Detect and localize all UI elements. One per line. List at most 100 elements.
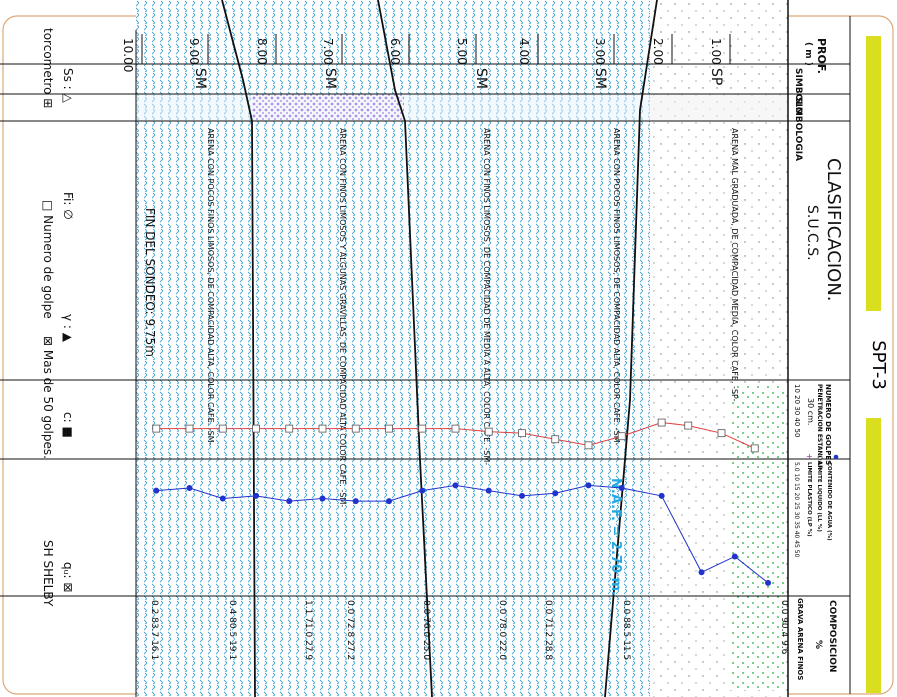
data-point <box>518 429 526 438</box>
data-point <box>552 490 559 497</box>
column-dividers <box>0 0 851 697</box>
depth-label: 2.00 <box>651 38 665 65</box>
header-golpes-ticks: 10 20 30 40 50 <box>793 384 801 437</box>
header-humedad-3: LIMITE PLASTICO (LP %) <box>806 462 812 537</box>
legend-qu: qᵤ: ⊠ <box>61 562 75 592</box>
data-point <box>750 444 759 453</box>
data-point <box>252 424 260 433</box>
title-accent-top <box>866 36 881 311</box>
data-point <box>658 492 665 499</box>
moisture-content-chart <box>153 482 772 586</box>
header-humedad-1: CONTENIDO DE AGUA (%) <box>826 462 832 541</box>
composition-row: 0.2 83.7 16.1 <box>149 600 159 660</box>
composition-row: 1.1 71.0 27.9 <box>303 600 313 660</box>
data-point <box>684 421 693 430</box>
depth-label: 7.00 <box>321 38 335 65</box>
composition-row: 0.0 72.8 27.2 <box>345 600 355 660</box>
depth-label: 5.00 <box>455 38 469 65</box>
stratum-description: ARENA CON FINOS LIMOSOS, DE COMPACIDAD D… <box>482 128 491 465</box>
legend-mas-50: ⊠ Mas de 50 golpes. <box>41 336 55 459</box>
header-composicion: COMPOSICION <box>827 600 837 672</box>
data-point <box>153 487 160 494</box>
data-point <box>765 579 772 586</box>
composition-row: 0.0 90.4 9.6 <box>779 600 789 655</box>
data-point <box>484 427 493 436</box>
data-point <box>219 495 226 502</box>
stratum-symbol: SM <box>592 68 608 89</box>
data-point <box>519 492 525 499</box>
data-point <box>717 429 726 438</box>
composition-row: 0.0 78.0 22.0 <box>497 600 507 660</box>
data-point <box>386 498 392 505</box>
data-point <box>485 487 492 494</box>
depth-label: 9.00 <box>187 38 201 65</box>
header-golpes-3: 30 cm. <box>806 398 815 425</box>
data-point <box>451 424 460 433</box>
sheet-title: SPT-3 <box>868 340 889 390</box>
header-clasificacion: CLASIFICACION. <box>823 158 844 302</box>
legend-ss: Ss : △ <box>61 68 75 104</box>
liquid-limit-marker-icon <box>817 454 823 460</box>
header-humedad-ticks: 5.0 10 15 20 25 30 35 40 45 50 <box>793 462 800 558</box>
data-point <box>186 484 193 491</box>
data-point <box>285 424 294 433</box>
moisture-marker-icon <box>833 454 839 460</box>
stratum-symbol: SP <box>708 68 724 85</box>
data-point <box>584 441 593 450</box>
legend-sh: SH SHELBY <box>41 540 55 607</box>
stratum-symbol: SM <box>473 68 489 89</box>
water-table-label: N.A.F. = 2.70 m. <box>608 478 623 596</box>
data-point <box>385 424 393 433</box>
depth-scale: 1.00 2.00 3.00 4.00 5.00 6.00 7.00 8.00 … <box>121 38 723 72</box>
legend-gamma: γ : ▲ <box>61 314 75 343</box>
data-point <box>318 424 327 433</box>
depth-label: 8.00 <box>255 38 269 65</box>
header-prof: PROF. <box>815 38 828 74</box>
stratum-symbol: SM <box>322 68 338 89</box>
header-sucs: S.U.C.S. <box>804 205 820 261</box>
topsoil-fill <box>730 385 785 690</box>
data-point <box>152 424 161 433</box>
legend-torcometro: torcometro ⊞ <box>41 28 55 108</box>
depth-label: 6.00 <box>388 38 402 65</box>
stratum-description: ARENA CON FINOS LIMOSOS Y ALGUNAS GRAVIL… <box>338 128 347 507</box>
data-point <box>585 482 592 489</box>
data-point <box>657 418 666 427</box>
data-point <box>351 424 360 433</box>
legend-fi: Fi: ∅ <box>61 192 75 220</box>
legend-c: c: ■ <box>61 412 75 438</box>
composition-row: 0.0 88.5 11.5 <box>621 600 631 660</box>
depth-ticks <box>141 34 731 64</box>
stratum-description: ARENA CON POCOS FINOS LIMOSOS, DE COMPAC… <box>612 128 621 446</box>
header-golpes-2: PENETRACION ESTANDAR <box>816 384 823 470</box>
data-point <box>352 498 359 505</box>
header-simbologia: SIMBOLOGIA <box>793 97 803 161</box>
header-simbolo: SIMBOLO <box>793 68 803 115</box>
legend-numero-golpe: □ Numero de golpe <box>41 200 55 319</box>
composition-row: 0.4 80.5 19.1 <box>227 600 237 660</box>
depth-label: 4.00 <box>517 38 531 65</box>
end-of-boring: FIN DEL SONDEO: 9.75m <box>143 208 157 357</box>
data-point <box>253 492 259 499</box>
depth-label: 3.00 <box>593 38 607 65</box>
header-humedad-2: LIMITE LIQUIDO (LL %) <box>816 462 822 532</box>
composition-row: 0.0 76.0 25.0 <box>421 600 431 660</box>
data-point <box>698 569 705 576</box>
data-point <box>617 432 626 441</box>
legend: Ss : △ torcometro ⊞ Fi: ∅ □ Numero de go… <box>41 28 75 607</box>
header-golpes-1: NUMERO DE GOLPES <box>824 384 832 465</box>
data-point <box>418 424 427 433</box>
depth-label: 1.00 <box>709 38 723 65</box>
plastic-limit-marker-icon: + <box>806 452 813 461</box>
stratum-boundaries <box>221 0 658 697</box>
data-point <box>286 498 293 505</box>
header-composicion-cols: GRAVA ARENA FINOS <box>796 598 804 680</box>
header-composicion-unit: % <box>813 640 823 649</box>
data-point <box>319 495 326 502</box>
spt-blow-count-chart <box>152 418 759 453</box>
data-point <box>185 424 194 433</box>
data-point <box>551 435 560 444</box>
depth-label: 10.00 <box>121 38 135 72</box>
composition-row: 0.0 71.2 28.8 <box>543 600 553 660</box>
